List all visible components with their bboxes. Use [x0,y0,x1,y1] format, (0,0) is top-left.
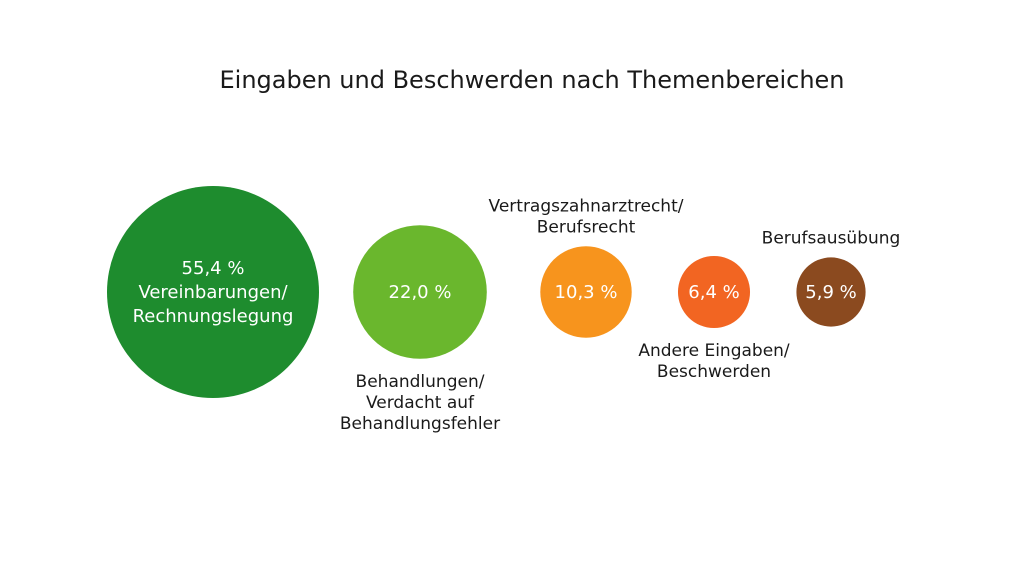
bubble-category-label: Andere Eingaben/ [638,341,790,361]
bubble-value-label: 10,3 % [555,282,618,303]
chart-title: Eingaben und Beschwerden nach Themenbere… [219,66,844,94]
bubble-category-label: Behandlungsfehler [340,414,500,434]
bubble-value-label: 55,4 % [182,258,245,279]
bubble-category-label: Behandlungen/ [356,372,485,392]
bubble-category-label: Berufsrecht [537,217,636,237]
bubble-category-label: Vereinbarungen/ [138,282,288,303]
bubble-category-label: Vertragszahnarztrecht/ [489,196,684,216]
bubble-value-label: 6,4 % [688,282,739,303]
bubble-2 [353,225,487,359]
bubble-4 [677,255,751,329]
bubble-3 [540,246,632,338]
bubble-value-label: 22,0 % [389,282,452,303]
bubble-value-label: 5,9 % [805,282,856,303]
bubble-category-label: Rechnungslegung [133,306,294,327]
bubble-category-label: Verdacht auf [366,393,475,413]
bubble-category-label: Berufsausübung [762,228,901,248]
bubble-1 [107,186,319,398]
bubbles-layer: 55,4 % Vereinbarungen/Rechnungslegung 22,0… [107,186,900,434]
bubble-5 [796,257,866,327]
bubble-category-label: Beschwerden [657,362,771,382]
